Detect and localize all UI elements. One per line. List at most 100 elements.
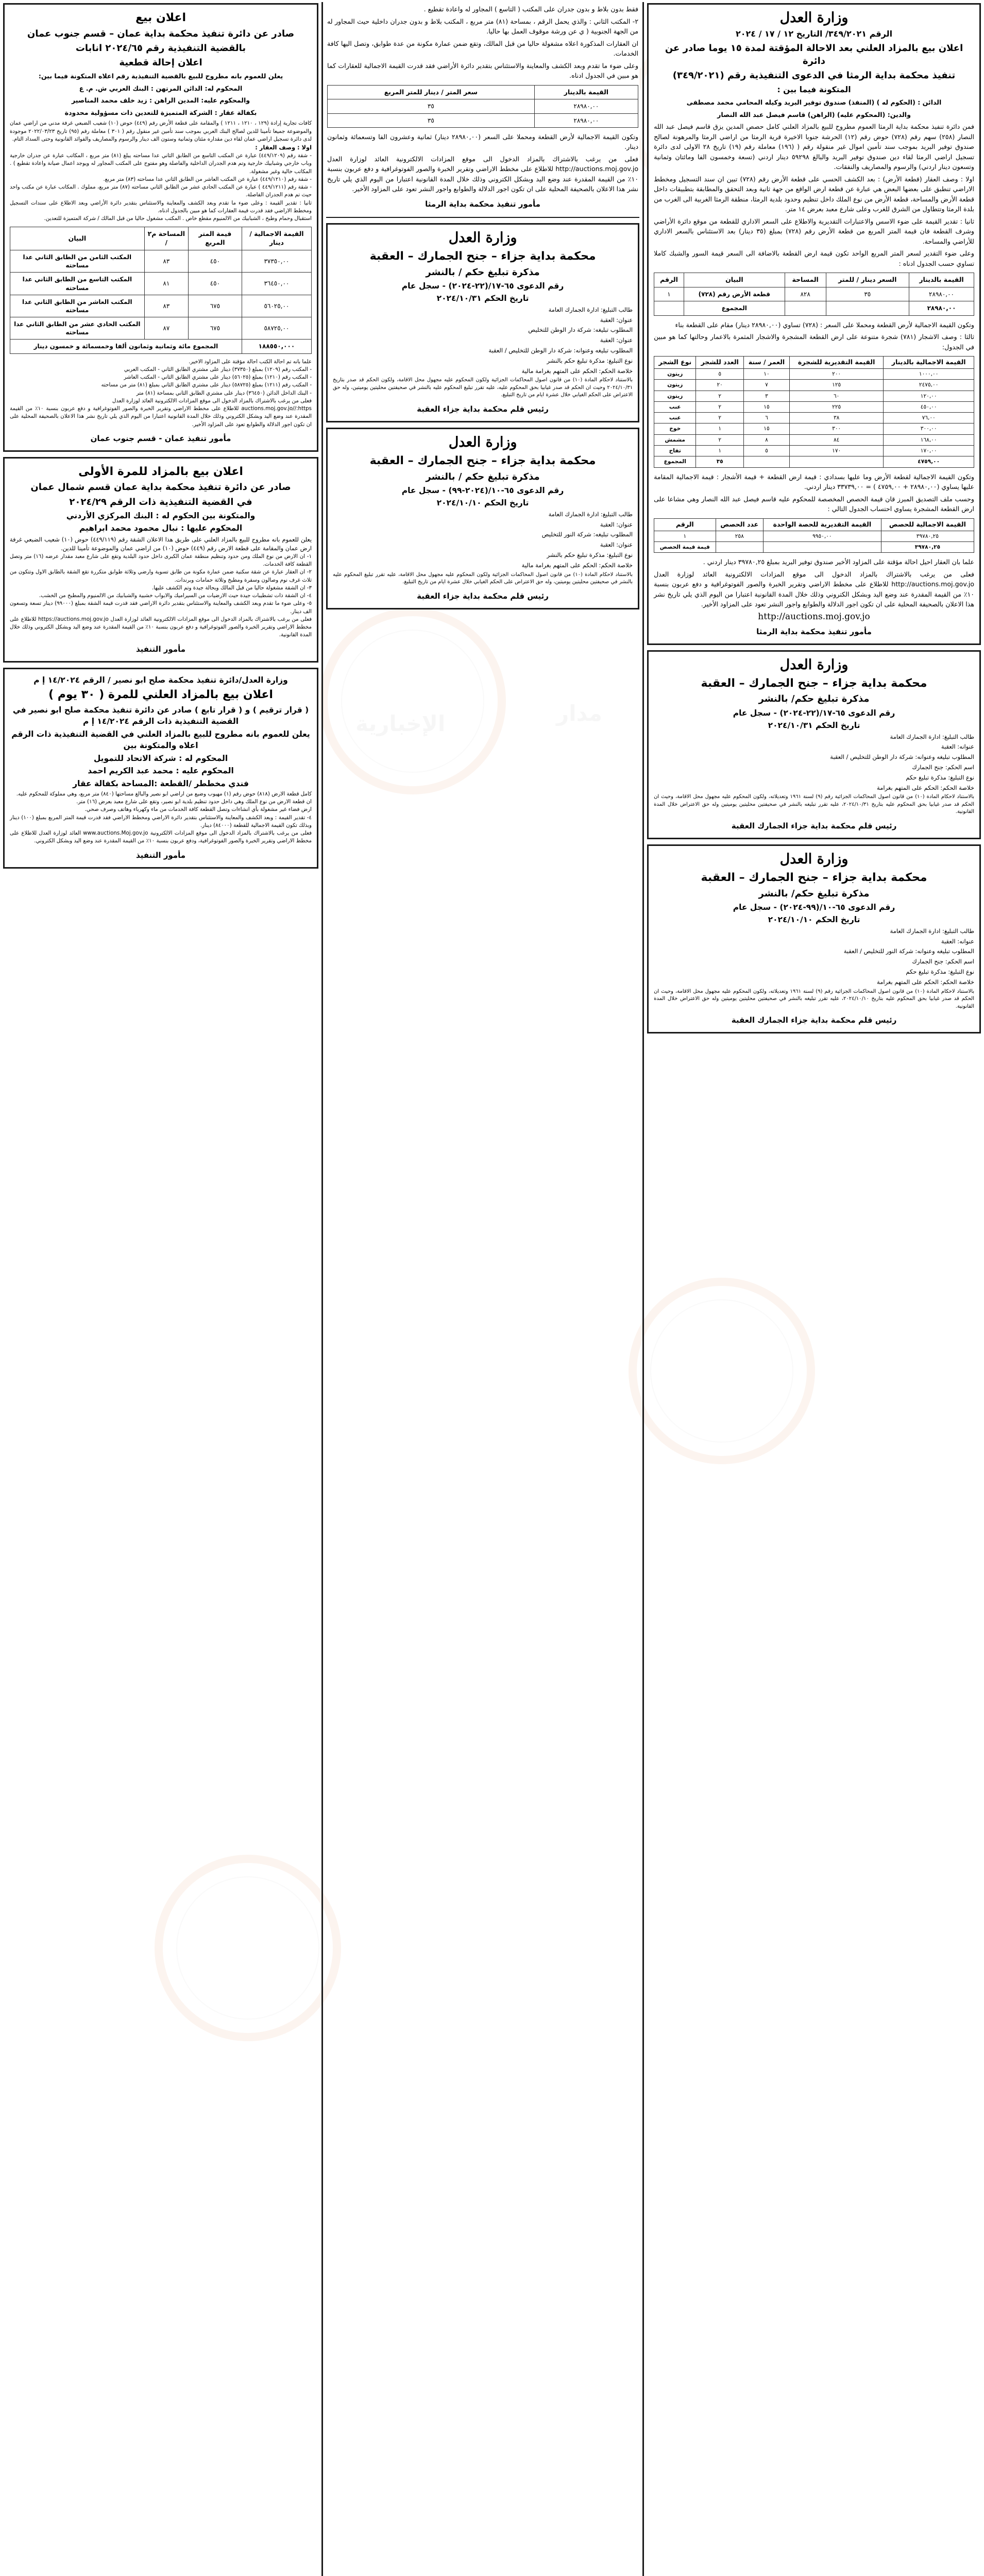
para-valuation: ثانيا : تقدير القيمة : وعلى ضوء ما تقدم … bbox=[10, 199, 312, 214]
item-2: ٢- ان العقار عبارة عن شقة سكنية ضمن عمار… bbox=[10, 569, 312, 583]
table-row: ٣٠٠,٠٠ ٣٠٠ ١٥ ١ خوخ bbox=[654, 423, 974, 435]
cell-unit bbox=[762, 541, 881, 553]
section-trees-heading: ثالثا : وصف الاشجار (٧٨١) شجرة متنوعة عل… bbox=[654, 333, 974, 351]
notice-abu-nuseir-auction: وزارة العدل/دائرة تنفيذ محكمة صلح ابو نص… bbox=[3, 667, 319, 869]
offices-valuation-table: القيمة الاجمالية / دينار قيمة المتر المر… bbox=[10, 227, 312, 354]
item-4-valuation: ٤- تقدير القيمة : وبعد الكشف والمعاينة و… bbox=[10, 814, 312, 828]
ministry-title: وزارة العدل bbox=[448, 434, 517, 450]
after-tree-table-text: وتكون القيمة الاجمالية لقطعة الأرض وما ع… bbox=[654, 472, 974, 491]
table-row-total: ٢٨٩٨٠,٠٠ المجموع bbox=[654, 301, 974, 316]
th-tree-total-value: القيمة الاجمالية بالدينار bbox=[883, 356, 974, 369]
item-2: ان قطعة الارض من نوع الملك وهي داخل حدود… bbox=[76, 799, 312, 805]
cell-count: ٢٥٨ bbox=[715, 530, 764, 542]
cell-total: ٧٦,٠٠ bbox=[883, 412, 974, 424]
cell-count: ٢ bbox=[695, 401, 744, 413]
cell-total: ٣٧٣٥٠,٠٠ bbox=[241, 249, 312, 273]
notice-title-line2: تنفيذ محكمة بداية الرمثا في الدعوى التنف… bbox=[672, 70, 956, 81]
column-divider-right bbox=[642, 2, 644, 2576]
table-row: ٣٦٤٥٠,٠٠ ٤٥٠ ٨١ المكتب التاسع من الطابق … bbox=[10, 272, 312, 295]
cell-area: ٨٢٨ bbox=[784, 287, 826, 302]
issuing-authority: صادر عن دائرة تنفيذ محكمة بداية عمان قسم… bbox=[30, 482, 291, 493]
tree-table-body: ١٠٠٠,٠٠ ٢٠٠ ١٠ ٥ زيتون ٢٤٧٥,٠٠ ١٢٥ ٧ ٢٠ زيتون ١٢… bbox=[654, 368, 974, 468]
cell-count bbox=[715, 541, 764, 553]
party-creditor: والمتكونة بين الحكوم له : البنك المركزي … bbox=[66, 511, 256, 520]
case-number: رقم الدعوى ٦٥-١٠/(٢٠٢٤-٩٩) - سجل عام bbox=[401, 485, 564, 495]
cell-grand-total-label: المجموع مائة وثمانية وثمانون ألفا وخمسما… bbox=[10, 339, 242, 354]
court-name: محكمة بداية جزاء – جنح الجمارك – العقبة bbox=[369, 454, 596, 467]
issuing-authority: صادر عن دائرة تنفيذ محكمة بداية عمان – ق… bbox=[27, 28, 295, 39]
cell-count: ١ bbox=[695, 445, 744, 457]
cell-no bbox=[654, 301, 684, 316]
th-share-unit: القيمة التقديرية للحصة الواحدة bbox=[762, 518, 881, 531]
footnote-1: - المكتب رقم (١٢٠٩) بمبلغ (٣٧٣٥٠) دينار … bbox=[124, 366, 312, 372]
reference-number: الرقم ٣٤٩/٢٠٢١/ التاريخ ١٢ / ١٧ / ٢٠٢٤ bbox=[735, 29, 893, 39]
th-tree-type: نوع الشجر bbox=[654, 356, 697, 369]
cell-unit: ١٢٥ bbox=[789, 379, 884, 391]
table-row: ٢٨٩٨٠,٠٠ ٣٥ bbox=[327, 113, 639, 128]
notice-customs-court-4: وزارة العدل محكمة بداية جزاء – جنح الجما… bbox=[326, 427, 640, 609]
table-row: ٣٧٣٥٠,٠٠ ٤٥٠ ٨٣ المكتب الثامن من الطابق … bbox=[10, 249, 312, 273]
cell-type: تفاح bbox=[654, 445, 697, 457]
field-requester: طالب التبليغ: ادارة الجمارك العامة bbox=[548, 306, 633, 313]
table-header-row: القيمة الاجمالية بالدينار القيمة التقدير… bbox=[654, 356, 974, 369]
field-recipient-address: عنوان: العقبة bbox=[600, 336, 633, 344]
cell-count: ٢ bbox=[695, 390, 744, 402]
notice-body: فمن دائرة تنفيذ محكمة بداية الرمثا العمو… bbox=[654, 123, 974, 171]
cell-value: ٢٨٩٨٠,٠٠ bbox=[534, 113, 639, 128]
auction-site-link[interactable]: http://auctions.moj.gov.jo bbox=[758, 611, 870, 622]
judgment-date: تاريخ الحكم ٢٠٢٤/١٠/٣١ bbox=[436, 294, 529, 303]
section-divider bbox=[326, 216, 640, 218]
court-name: محكمة بداية جزاء – جنح الجمارك – العقبة bbox=[369, 249, 596, 263]
column-right: وزارة العدل الرقم ٣٤٩/٢٠٢١/ التاريخ ١٢ /… bbox=[644, 0, 984, 2576]
public-notice-intro: يعلن للعموم بانه مطروح للبيع بالقضية الت… bbox=[38, 72, 283, 80]
cell-unit: ٣٥ bbox=[825, 287, 910, 302]
th-tree-unit-value: القيمة التقديرية للشجرة bbox=[789, 356, 884, 369]
cell-area: ٨١ bbox=[144, 272, 189, 295]
cell-total: ٣٠٠,٠٠ bbox=[883, 423, 974, 435]
para-apartment-1211: - شقة رقم (٤٤٩/١٢١١ ) عبارة عن المكتب ال… bbox=[10, 184, 312, 198]
document-type: مذكرة تبليغ حكم / بالنشر bbox=[426, 471, 540, 482]
field-notice-type: نوع التبليغ: مذكرة تبليغ حكم بالنشر bbox=[547, 357, 633, 364]
field-requester: طالب التبليغ: ادارة الجمارك العامة bbox=[890, 733, 974, 740]
table-row: ١٧٠,٠٠ ١٧٠ ٥ ١ تفاح bbox=[654, 445, 974, 457]
cell-total: ٢٨٩٨٠,٠٠ bbox=[909, 301, 974, 316]
tree-valuation-table: القيمة الاجمالية بالدينار القيمة التقدير… bbox=[654, 356, 974, 468]
cell-count: ٢٠ bbox=[695, 379, 744, 391]
signature-clerk: رئيس قلم محكمة بداية جزاء العقبة bbox=[417, 404, 549, 414]
field-judgment-summary: خلاصة الحكم: الحكم على المتهم بغرامة bbox=[877, 978, 974, 986]
table-row: ٥٨٧٢٥,٠٠ ٦٧٥ ٨٧ المكتب الحادي عشر من الط… bbox=[10, 317, 312, 340]
party-creditor: الدائن : (الحكوم له ) (المنفذ) صندوق توف… bbox=[686, 98, 942, 107]
table-row-total: ٣٩٧٨٠,٢٥ قيمة قيمة الحصص bbox=[654, 541, 975, 553]
party-debtor: المحكوم عليه : محمد عبد الكريم احمد bbox=[88, 766, 234, 776]
legal-body-text: بالاستناد لاحكام المادة (١٠) من قانون اص… bbox=[654, 988, 974, 1009]
signature-officer: مأمور تنفيذ محكمة بداية الرمثا bbox=[425, 199, 540, 209]
cell-total: ٣٩٧٨٠,٢٥ bbox=[880, 530, 975, 542]
notice-title-line1: اعلان بيع بالمزاد العلني بعد الاحالة الم… bbox=[665, 43, 963, 67]
para-total-value: وتكون القيمة الاجمالية لأرض القطعة ومحمل… bbox=[327, 132, 639, 151]
th-total-value: القيمة بالدينار bbox=[909, 273, 974, 288]
cell-unit bbox=[789, 456, 884, 468]
th-number: الرقم bbox=[654, 273, 684, 288]
cell-total: ١٧٠,٠٠ bbox=[883, 445, 974, 457]
cell-unit: ٣٨ bbox=[789, 412, 884, 424]
cell-area: ٨٣ bbox=[144, 294, 189, 318]
party-debtor: والمحكوم عليه: المدين الراهن : زيد خلف م… bbox=[71, 96, 250, 105]
table-row: ١٦٨,٠٠ ٨٤ ٨ ٢ مشمش bbox=[654, 434, 974, 446]
judgment-date: تاريخ الحكم ٢٠٢٤/١٠/١٠ bbox=[436, 498, 529, 508]
legal-body-text: بالاستناد لاحكام المادة (١٠) من قانون اص… bbox=[654, 794, 974, 815]
case-number: رقم الدعوى ٦٥-١٧/(٢٢-٢٠٢٤) - سجل عام bbox=[401, 281, 564, 291]
cell-age bbox=[743, 456, 790, 468]
para-property-background: كافات تجارية إرادة (١٢٩ ، ١٢١٠ ، ١٢١١ ) … bbox=[10, 120, 312, 142]
cell-area: ٨٧ bbox=[144, 317, 189, 340]
cell-desc: المكتب الثامن من الطابق الثاني عدا مساحت… bbox=[10, 249, 145, 273]
cell-no: ١ bbox=[654, 530, 716, 542]
th-share-number: الرقم bbox=[654, 518, 716, 531]
property-guarantee-line: فندي مخططر /القطعة :المساحة بكفالة عقار bbox=[73, 778, 249, 788]
footnote-4: - البنك الداخل الدائن (٣٦٤٥٠) دينار على … bbox=[136, 389, 312, 396]
table-row: ٧٦,٠٠ ٣٨ ٦ ٢ عنب bbox=[654, 412, 974, 424]
para-apartment-1210: - شقة رقم (٤٤٩/١٢١٠) عبارة عن المكتب الع… bbox=[103, 176, 312, 182]
cell-unit: ٣٥ bbox=[327, 99, 535, 114]
cell-age: ١٥ bbox=[743, 401, 790, 413]
field-requester-address: عنوانه: العقبة bbox=[941, 937, 974, 945]
cell-area bbox=[784, 301, 826, 316]
